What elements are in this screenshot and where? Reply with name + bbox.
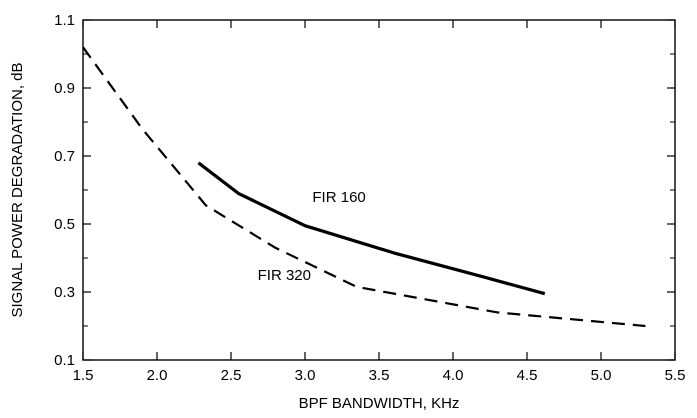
- y-tick-label: 0.3: [54, 284, 75, 301]
- plot-frame: [82, 19, 676, 361]
- x-tick-label: 1.5: [73, 367, 94, 384]
- x-tick-label: 4.0: [443, 367, 464, 384]
- x-tick-label: 5.5: [665, 367, 686, 384]
- x-tick-label: 5.0: [591, 367, 612, 384]
- series-line-fir-320: [82, 46, 646, 328]
- y-tick-label: 1.1: [54, 12, 75, 29]
- series-label-fir-160: FIR 160: [312, 189, 365, 206]
- y-tick-label: 0.9: [54, 80, 75, 97]
- series-line-fir-160: [197, 161, 546, 296]
- x-tick-label: 2.5: [221, 367, 242, 384]
- x-tick-label: 4.5: [517, 367, 538, 384]
- series-labels: FIR 160 FIR 320: [258, 189, 366, 284]
- y-tick-label: 0.1: [54, 352, 75, 369]
- series-label-fir-320: FIR 320: [258, 267, 311, 284]
- x-tick-label: 2.0: [147, 367, 168, 384]
- y-axis-ticks: 0.1 0.3 0.5 0.7 0.9 1.1: [54, 12, 675, 369]
- y-axis-title: SIGNAL POWER DEGRADATION, dB: [9, 62, 26, 317]
- series-layer: [82, 46, 646, 328]
- y-tick-label: 0.5: [54, 216, 75, 233]
- x-axis-title: BPF BANDWIDTH, KHz: [299, 395, 460, 412]
- x-axis-ticks: 1.5 2.0 2.5 3.0 3.5 4.0 4.5 5.0 5.5: [73, 20, 686, 384]
- y-tick-label: 0.7: [54, 148, 75, 165]
- x-tick-label: 3.0: [295, 367, 316, 384]
- x-tick-label: 3.5: [369, 367, 390, 384]
